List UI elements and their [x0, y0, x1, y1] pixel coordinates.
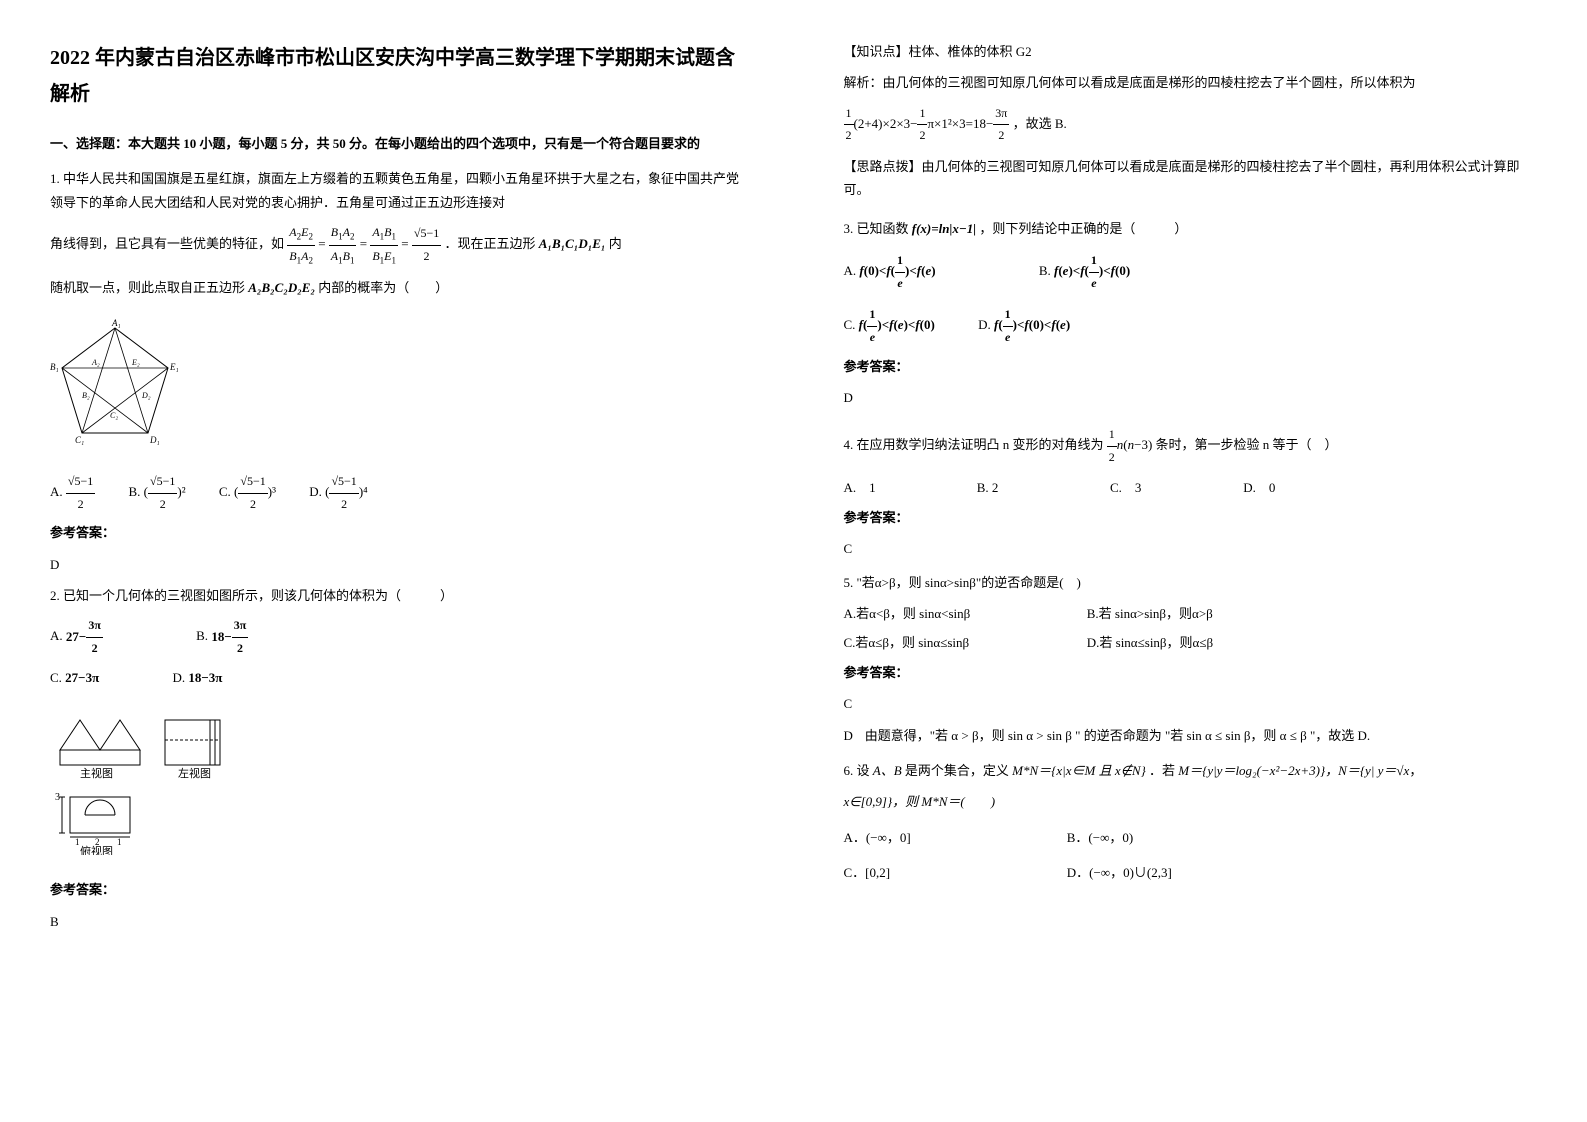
q1-text-part3: ．现在正五边形 [444, 236, 535, 251]
q6-options-row1: A．(−∞，0] B．(−∞，0) [844, 826, 1538, 849]
question-6-cont: x∈[0,9]}，则 M*N＝( ) [844, 790, 1538, 813]
q1-text-part2: 角线得到，且它具有一些优美的特征，如 [50, 236, 284, 251]
q5-option-a: A.若α<β，则 sinα<sinβ [844, 602, 1044, 625]
svg-text:A₂: A₂ [91, 358, 100, 367]
q2-option-d: D. 18−3π [172, 666, 222, 689]
q2-option-a: A. 27−3π2 [50, 615, 103, 659]
q4-options: A. 1 B. 2 C. 3 D. 0 [844, 476, 1538, 499]
page-title: 2022 年内蒙古自治区赤峰市市松山区安庆沟中学高三数学理下学期期末试题含解析 [50, 40, 744, 112]
q3-options-row1: A. f(0)<f(1e)<f(e) B. f(e)<f(1e)<f(0) [844, 250, 1538, 294]
three-views-diagram: 主视图 左视图 3 1 2 1 俯视图 [50, 705, 250, 855]
q5-options-row1: A.若α<β，则 sinα<sinβ B.若 sinα>sinβ，则α>β [844, 602, 1538, 625]
q6-option-a: A．(−∞，0] [844, 826, 1024, 849]
svg-text:D₁: D₁ [149, 435, 160, 445]
answer-label: 参考答案： [50, 521, 744, 544]
right-column: 【知识点】柱体、椎体的体积 G2 解析：由几何体的三视图可知原几何体可以看成是底… [794, 0, 1587, 1122]
q1-option-d: D. (√5−12)⁴ [309, 471, 367, 515]
question-3: 3. 已知函数 f(x)=ln|x−1| ，则下列结论中正确的是（ ） [844, 217, 1538, 240]
answer-label-2: 参考答案： [50, 878, 744, 901]
answer-label-4: 参考答案： [844, 506, 1538, 529]
knowledge-point: 【知识点】柱体、椎体的体积 G2 [844, 40, 1538, 63]
svg-text:E₂: E₂ [131, 358, 140, 367]
question-2: 2. 已知一个几何体的三视图如图所示，则该几何体的体积为（ ） [50, 584, 744, 607]
q4-answer: C [844, 537, 1538, 560]
q1-text-part6: 内部的概率为（ ） [318, 280, 448, 295]
svg-text:C₂: C₂ [110, 411, 118, 420]
svg-text:1: 1 [117, 837, 122, 847]
q3-option-b: B. f(e)<f(1e)<f(0) [1039, 250, 1130, 294]
svg-text:俯视图: 俯视图 [80, 844, 113, 855]
q6-option-c: C．[0,2] [844, 861, 1024, 884]
question-5: 5. "若α>β，则 sinα>sinβ"的逆否命题是( ) [844, 571, 1538, 594]
q5-options-row2: C.若α≤β，则 sinα≤sinβ D.若 sinα≤sinβ，则α≤β [844, 631, 1538, 654]
q2-options-row1: A. 27−3π2 B. 18−3π2 [50, 615, 744, 659]
q4-option-d: D. 0 [1243, 476, 1373, 499]
question-1-cont2: 随机取一点，则此点取自正五边形 A₂B₂C₂D₂E₂ 内部的概率为（ ） [50, 276, 744, 299]
pentagon-diagram: A₁ E₁ D₁ C₁ B₁ A₂ E₂ D₂ C₂ B₂ [50, 318, 180, 448]
question-4: 4. 在应用数学归纳法证明凸 n 变形的对角线为 12n(n−3) 条时，第一步… [844, 424, 1538, 468]
q5-option-d: D.若 sinα≤sinβ，则α≤β [1087, 631, 1213, 654]
svg-text:1: 1 [75, 837, 80, 847]
svg-text:主视图: 主视图 [80, 766, 113, 780]
q6-option-b: B．(−∞，0) [1067, 826, 1133, 849]
q4-option-c: C. 3 [1110, 476, 1240, 499]
q1-options: A. √5−12 B. (√5−12)² C. (√5−12)³ D. (√5−… [50, 471, 744, 515]
q1-text-part1: 1. 中华人民共和国国旗是五星红旗，旗面左上方缀着的五颗黄色五角星，四颗小五角星… [50, 171, 739, 209]
q4-option-a: A. 1 [844, 476, 974, 499]
q3-option-d: D. f(1e)<f(0)<f(e) [978, 304, 1070, 348]
q1-answer: D [50, 553, 744, 576]
q3-option-a: A. f(0)<f(1e)<f(e) [844, 250, 936, 294]
q1-pentagon-label: A₁B₁C₁D₁E₁ [539, 236, 606, 251]
analysis-text: 解析：由几何体的三视图可知原几何体可以看成是底面是梯形的四棱柱挖去了半个圆柱，所… [844, 71, 1538, 94]
question-1: 1. 中华人民共和国国旗是五星红旗，旗面左上方缀着的五颗黄色五角星，四颗小五角星… [50, 167, 744, 214]
q1-ratio-formula: A2E2B1A2 = B1A2A1B1 = A1B1B1E1 = √5−12 [287, 236, 444, 251]
q5-explanation: D 由题意得，"若 α > β，则 sin α > sin β " 的逆否命题为… [844, 724, 1538, 747]
section-header: 一、选择题：本大题共 10 小题，每小题 5 分，共 50 分。在每小题给出的四… [50, 132, 744, 155]
q3-answer: D [844, 386, 1538, 409]
question-1-cont: 角线得到，且它具有一些优美的特征，如 A2E2B1A2 = B1A2A1B1 =… [50, 222, 744, 268]
q6-option-d: D．(−∞，0)∪(2,3] [1067, 861, 1172, 884]
question-6: 6. 设 A、B 是两个集合，定义 M*N＝{x|x∈M 且 x∉N} ．若 M… [844, 759, 1538, 782]
q1-option-b: B. (√5−12)² [129, 471, 186, 515]
q1-text-part4: 内 [609, 236, 622, 251]
q1-text-part5: 随机取一点，则此点取自正五边形 [50, 280, 245, 295]
q1-option-c: C. (√5−12)³ [219, 471, 276, 515]
answer-label-3: 参考答案： [844, 355, 1538, 378]
q3-option-c: C. f(1e)<f(e)<f(0) [844, 304, 935, 348]
svg-text:B₁: B₁ [50, 362, 59, 372]
q1-option-a: A. √5−12 [50, 471, 95, 515]
answer-label-5: 参考答案： [844, 661, 1538, 684]
q2-option-b: B. 18−3π2 [196, 615, 248, 659]
q6-options-row2: C．[0,2] D．(−∞，0)∪(2,3] [844, 861, 1538, 884]
svg-text:D₂: D₂ [141, 391, 151, 400]
q5-option-b: B.若 sinα>sinβ，则α>β [1087, 602, 1213, 625]
svg-text:左视图: 左视图 [178, 766, 211, 780]
q5-option-c: C.若α≤β，则 sinα≤sinβ [844, 631, 1044, 654]
q2-answer: B [50, 910, 744, 933]
hint-text: 【思路点拨】由几何体的三视图可知原几何体可以看成是底面是梯形的四棱柱挖去了半个圆… [844, 155, 1538, 202]
q2-option-c: C. 27−3π [50, 666, 99, 689]
svg-text:E₁: E₁ [169, 362, 179, 372]
q4-option-b: B. 2 [977, 476, 1107, 499]
q5-answer: C [844, 692, 1538, 715]
q1-pentagon-label2: A₂B₂C₂D₂E₂ [248, 280, 315, 295]
svg-text:A₁: A₁ [111, 318, 121, 328]
q2-options-row2: C. 27−3π D. 18−3π [50, 666, 744, 689]
left-column: 2022 年内蒙古自治区赤峰市市松山区安庆沟中学高三数学理下学期期末试题含解析 … [0, 0, 794, 1122]
svg-text:B₂: B₂ [82, 391, 90, 400]
volume-formula: 12(2+4)×2×3−12π×1²×3=18−3π2 ，故选 B. [844, 103, 1538, 147]
q3-options-row2: C. f(1e)<f(e)<f(0) D. f(1e)<f(0)<f(e) [844, 304, 1538, 348]
svg-text:C₁: C₁ [75, 435, 84, 445]
